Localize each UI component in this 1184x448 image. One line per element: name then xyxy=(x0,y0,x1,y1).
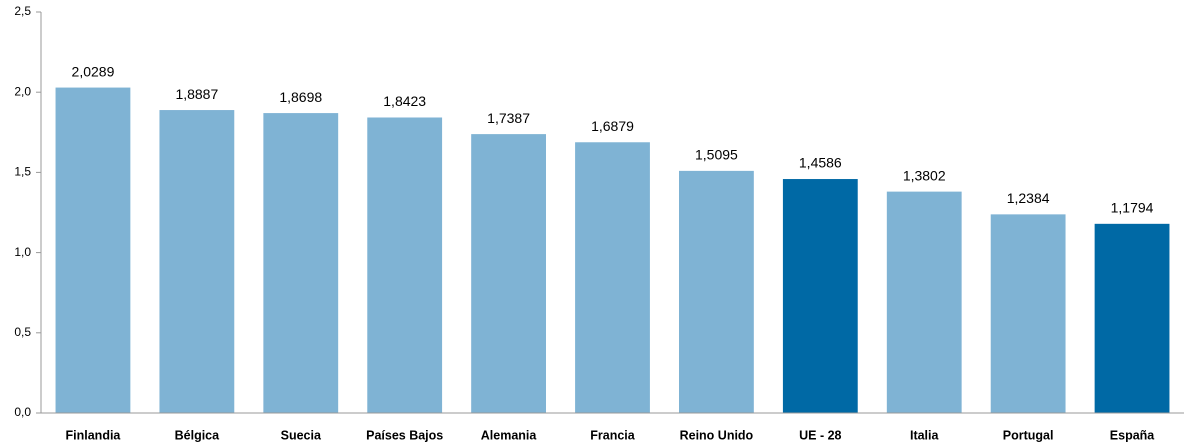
value-label: 1,8423 xyxy=(383,93,426,109)
value-label: 2,0289 xyxy=(72,63,115,79)
x-tick-label: Alemania xyxy=(481,428,538,442)
bar xyxy=(886,191,962,413)
bar xyxy=(263,113,339,414)
bar xyxy=(575,142,650,413)
x-tick-label: Finlandia xyxy=(66,428,122,442)
y-tick-label: 2,5 xyxy=(14,4,31,18)
value-label: 1,2384 xyxy=(1007,190,1050,206)
x-tick-label: Italia xyxy=(910,428,940,442)
x-tick-label: Países Bajos xyxy=(366,428,443,442)
bar xyxy=(1094,223,1170,413)
bar xyxy=(159,110,235,413)
x-tick-label: Francia xyxy=(590,428,636,442)
y-tick-label: 1,0 xyxy=(14,245,31,259)
x-tick-label: España xyxy=(1110,428,1156,442)
y-tick-label: 2,0 xyxy=(14,84,31,98)
bar xyxy=(471,134,546,413)
y-tick-label: 0,0 xyxy=(14,405,31,419)
bar xyxy=(55,87,131,413)
value-label: 1,6879 xyxy=(591,118,634,134)
value-label: 1,8887 xyxy=(175,86,218,102)
value-label: 1,1794 xyxy=(1111,200,1154,216)
bar xyxy=(367,117,443,413)
x-tick-label: Suecia xyxy=(281,428,322,442)
x-tick-label: UE - 28 xyxy=(799,428,841,442)
x-tick-label: Bélgica xyxy=(175,428,221,442)
bar xyxy=(782,179,858,413)
y-tick-label: 0,5 xyxy=(14,325,31,339)
value-label: 1,7387 xyxy=(487,110,530,126)
bar xyxy=(679,170,754,413)
bar xyxy=(990,214,1066,413)
x-tick-label: Reino Unido xyxy=(680,428,754,442)
value-label: 1,5095 xyxy=(695,147,738,163)
value-label: 1,4586 xyxy=(799,155,842,171)
y-tick-label: 1,5 xyxy=(14,165,31,179)
x-tick-label: Portugal xyxy=(1003,428,1054,442)
value-label: 1,3802 xyxy=(903,167,946,183)
value-label: 1,8698 xyxy=(279,89,322,105)
